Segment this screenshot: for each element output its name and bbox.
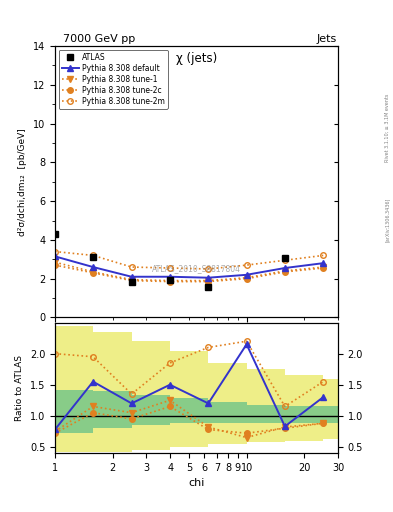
Text: χ (jets): χ (jets) xyxy=(176,52,217,65)
Pythia 8.308 tune-1 xyxy=(244,274,249,281)
Pythia 8.308 tune-2c xyxy=(53,262,57,268)
Text: Rivet 3.1.10; ≥ 3.1M events: Rivet 3.1.10; ≥ 3.1M events xyxy=(385,94,389,162)
ATLAS xyxy=(206,284,211,290)
Pythia 8.308 tune-2m xyxy=(321,252,325,259)
Pythia 8.308 default xyxy=(283,265,287,271)
Pythia 8.308 tune-1 xyxy=(321,264,325,270)
Pythia 8.308 tune-2m xyxy=(244,262,249,268)
Pythia 8.308 tune-1 xyxy=(283,268,287,274)
Pythia 8.308 tune-2c xyxy=(91,270,95,276)
Pythia 8.308 tune-1 xyxy=(206,278,211,284)
Text: 7000 GeV pp: 7000 GeV pp xyxy=(63,34,135,44)
Text: Jets: Jets xyxy=(316,34,337,44)
Line: Pythia 8.308 tune-2m: Pythia 8.308 tune-2m xyxy=(52,249,326,272)
Pythia 8.308 default xyxy=(53,253,57,260)
Pythia 8.308 tune-1 xyxy=(167,278,172,284)
Line: ATLAS: ATLAS xyxy=(52,231,288,290)
Pythia 8.308 tune-2m xyxy=(53,248,57,254)
Pythia 8.308 tune-1 xyxy=(91,269,95,275)
Pythia 8.308 default xyxy=(244,272,249,278)
ATLAS xyxy=(91,254,95,261)
ATLAS xyxy=(53,231,57,237)
Pythia 8.308 tune-2c xyxy=(167,279,172,285)
Pythia 8.308 tune-2m xyxy=(129,264,134,270)
Line: Pythia 8.308 tune-1: Pythia 8.308 tune-1 xyxy=(52,260,326,283)
Pythia 8.308 tune-2m xyxy=(167,265,172,271)
Pythia 8.308 default xyxy=(129,273,134,280)
ATLAS xyxy=(167,276,172,283)
Pythia 8.308 tune-2c xyxy=(244,275,249,282)
Pythia 8.308 tune-2c xyxy=(321,265,325,271)
Pythia 8.308 tune-1 xyxy=(53,259,57,265)
Y-axis label: Ratio to ATLAS: Ratio to ATLAS xyxy=(15,355,24,421)
Pythia 8.308 tune-2c xyxy=(206,279,211,285)
Y-axis label: d²σ/dchi,dm₁₂  [pb/GeV]: d²σ/dchi,dm₁₂ [pb/GeV] xyxy=(18,128,28,236)
Pythia 8.308 tune-2m xyxy=(206,266,211,272)
Pythia 8.308 tune-1 xyxy=(129,276,134,283)
Line: Pythia 8.308 default: Pythia 8.308 default xyxy=(52,253,326,281)
ATLAS xyxy=(129,279,134,285)
Pythia 8.308 default xyxy=(206,274,211,281)
ATLAS xyxy=(283,255,287,262)
X-axis label: chi: chi xyxy=(188,478,205,488)
Text: [arXiv:1306.3436]: [arXiv:1306.3436] xyxy=(385,198,389,242)
Pythia 8.308 tune-2m xyxy=(91,252,95,259)
Pythia 8.308 default xyxy=(167,273,172,280)
Pythia 8.308 tune-2m xyxy=(283,257,287,263)
Pythia 8.308 default xyxy=(321,260,325,266)
Pythia 8.308 default xyxy=(91,264,95,270)
Line: Pythia 8.308 tune-2c: Pythia 8.308 tune-2c xyxy=(52,262,326,284)
Pythia 8.308 tune-2c xyxy=(129,278,134,284)
Text: ATLAS_2010_S8817804: ATLAS_2010_S8817804 xyxy=(152,264,241,273)
Legend: ATLAS, Pythia 8.308 default, Pythia 8.308 tune-1, Pythia 8.308 tune-2c, Pythia 8: ATLAS, Pythia 8.308 default, Pythia 8.30… xyxy=(59,50,168,109)
Pythia 8.308 tune-2c xyxy=(283,269,287,275)
